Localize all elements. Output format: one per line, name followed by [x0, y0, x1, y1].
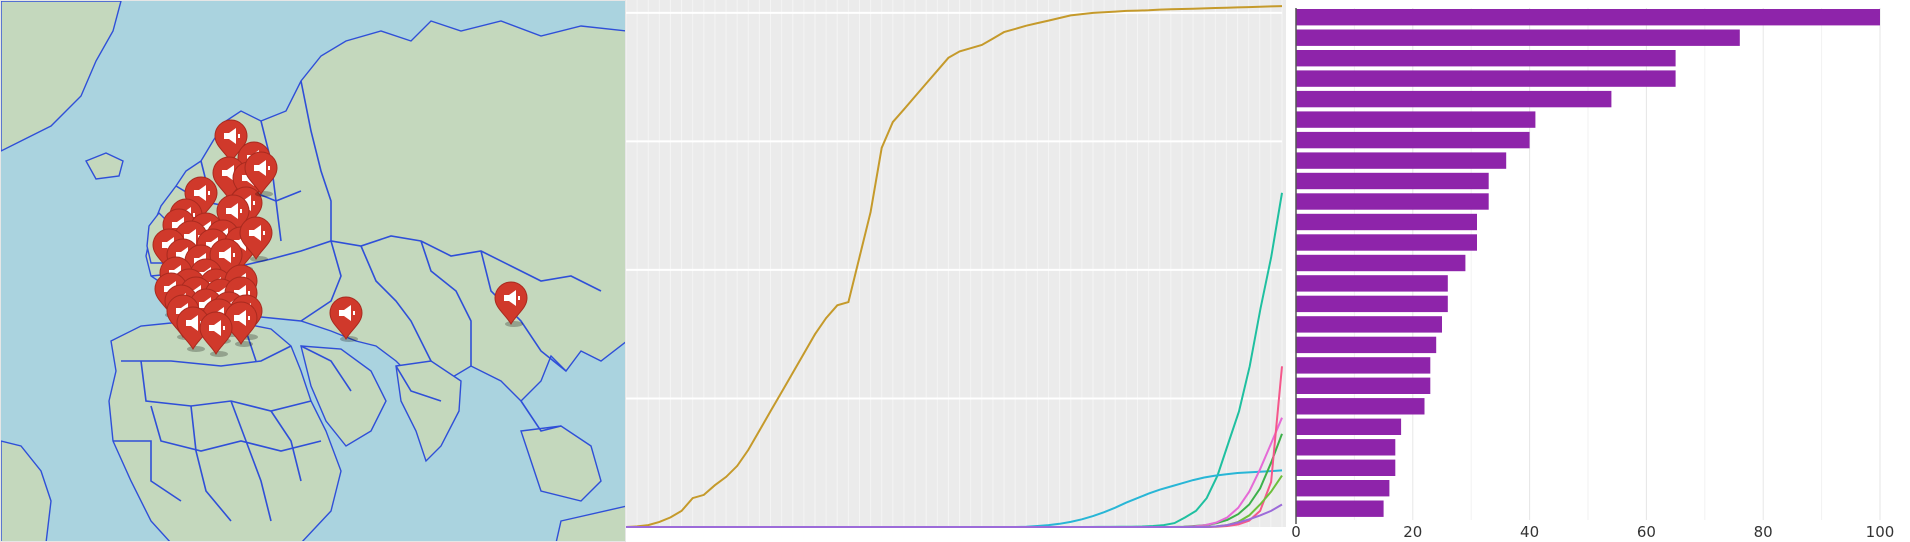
- bar-2: [1296, 50, 1676, 67]
- bar-10: [1296, 213, 1477, 231]
- bar-23: [1296, 480, 1390, 497]
- greenland: [1, 1, 122, 152]
- x-tick-label: 60: [1637, 523, 1656, 541]
- line-chart-panel: [626, 0, 1286, 542]
- x-tick-label: 20: [1403, 523, 1422, 541]
- bar-14: [1296, 295, 1448, 313]
- bar-chart-panel: 0 20 40 60 80 100: [1286, 0, 1910, 542]
- australia: [555, 505, 625, 541]
- bar-21: [1296, 439, 1396, 456]
- plot-grid: [626, 0, 1283, 527]
- marker-layer: [152, 119, 528, 357]
- bar-7: [1296, 152, 1507, 169]
- map-canvas[interactable]: [1, 1, 626, 542]
- bar-12: [1296, 254, 1466, 272]
- bar-3: [1296, 70, 1676, 87]
- bar-20: [1296, 418, 1402, 435]
- x-axis: 0 20 40 60 80 100: [1291, 8, 1894, 541]
- series-line-7: [626, 503, 1283, 528]
- bar-18: [1296, 377, 1431, 394]
- bar-9: [1296, 193, 1489, 210]
- x-tick-label: 100: [1866, 523, 1895, 541]
- bar-13: [1296, 275, 1448, 292]
- megaphone-icon[interactable]: [244, 151, 278, 197]
- series-line-0: [626, 5, 1283, 528]
- bar-6: [1296, 131, 1530, 149]
- south-america: [1, 440, 52, 541]
- bar-8: [1296, 172, 1489, 190]
- series-layer: [626, 5, 1283, 528]
- bar-layer: [1296, 9, 1880, 517]
- bar-24: [1296, 500, 1384, 517]
- megaphone-icon[interactable]: [494, 281, 528, 327]
- land-layer: [1, 1, 625, 541]
- world-map[interactable]: [0, 0, 626, 542]
- bar-5: [1296, 111, 1536, 128]
- x-tick-label: 80: [1754, 523, 1773, 541]
- bar-0: [1296, 9, 1880, 26]
- megaphone-icon[interactable]: [199, 311, 233, 357]
- bar-1: [1296, 29, 1740, 46]
- x-tick-label: 40: [1520, 523, 1539, 541]
- bar-16: [1296, 336, 1437, 354]
- bar-chart: 0 20 40 60 80 100: [1291, 8, 1894, 541]
- bar-17: [1296, 357, 1431, 374]
- x-tick-label: 0: [1291, 523, 1301, 541]
- iceland: [85, 152, 124, 180]
- bar-11: [1296, 234, 1477, 251]
- plot-background: [626, 0, 1286, 527]
- india: [395, 360, 462, 463]
- bar-19: [1296, 398, 1425, 415]
- bar-4: [1296, 90, 1612, 108]
- megaphone-icon[interactable]: [329, 296, 363, 342]
- line-chart: [626, 0, 1286, 528]
- bar-22: [1296, 459, 1396, 476]
- megaphone-icon[interactable]: [239, 216, 273, 262]
- southeast-asia: [520, 425, 602, 502]
- bar-15: [1296, 316, 1442, 333]
- arabia: [300, 345, 387, 447]
